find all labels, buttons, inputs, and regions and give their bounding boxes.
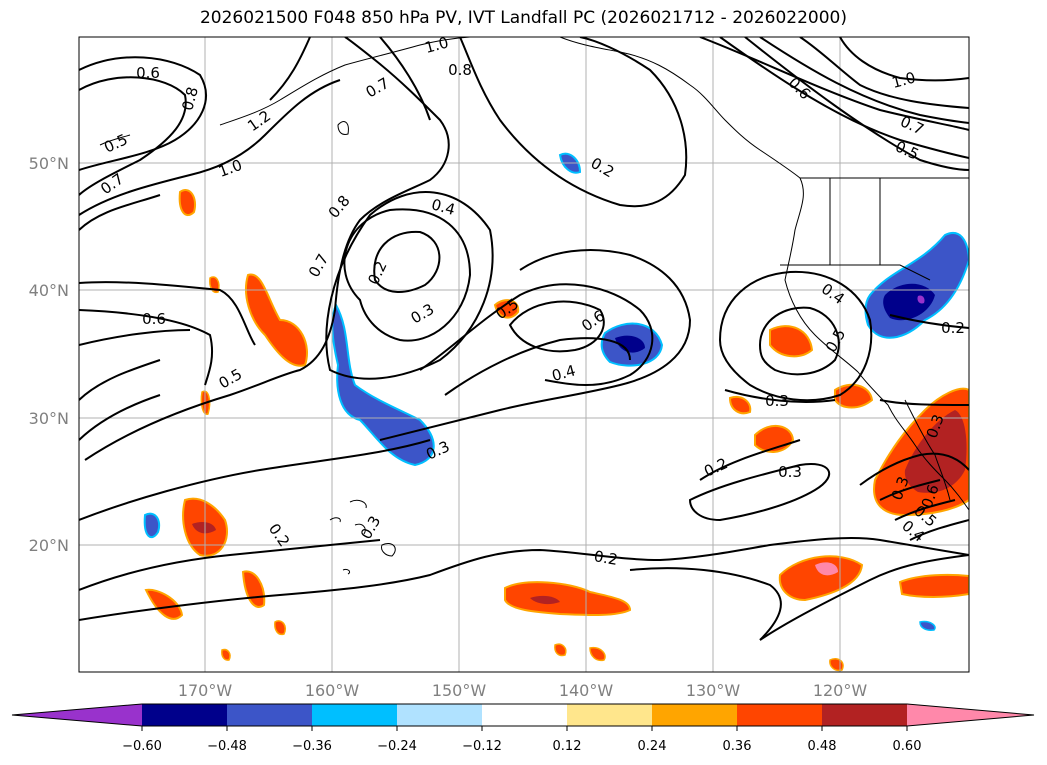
lat-label: 30°N (29, 409, 69, 428)
lat-label: 20°N (29, 536, 69, 555)
lon-label: 170°W (178, 681, 233, 700)
colorbar-segment (907, 704, 1034, 726)
colorbar-segment (227, 704, 312, 726)
contour-label: 0.4 (550, 361, 578, 385)
lon-label: 150°W (432, 681, 487, 700)
colorbar-tick-label: 0.60 (893, 739, 922, 754)
pv-contours (79, 37, 969, 641)
colorbar-tick-label: −0.24 (377, 739, 417, 754)
colorbar-tick-label: 0.36 (723, 739, 752, 754)
shade-orange-8 (493, 299, 520, 319)
lat-label: 40°N (29, 281, 69, 300)
shade-red-9 (530, 595, 560, 605)
colorbar: −0.60 −0.48 −0.36 −0.24 −0.12 0.12 0.24 … (11, 703, 1035, 754)
colorbar-segment (12, 704, 142, 726)
colorbar-tick-label: −0.60 (122, 739, 162, 754)
lon-label: 140°W (559, 681, 614, 700)
contour-label: 0.8 (178, 85, 202, 113)
contour-label: 0.3 (778, 463, 802, 481)
shade-blue-1 (331, 302, 435, 467)
shade-navy-3 (883, 283, 935, 321)
contour-label: 0.6 (142, 310, 166, 328)
colorbar-segment (482, 704, 567, 726)
map-plot-area: 0.6 0.8 1.2 1.0 0.5 0.7 1.0 0.8 0.7 0.6 … (79, 33, 969, 672)
contour-label: 0.6 (136, 64, 160, 82)
lat-axis: 50°N 40°N 30°N 20°N (29, 154, 69, 555)
page-title: 2026021500 F048 850 hPa PV, IVT Landfall… (199, 8, 847, 28)
lon-label: 130°W (686, 681, 741, 700)
colorbar-tick-marks (141, 726, 908, 731)
shade-orange-20 (274, 620, 287, 636)
shade-orange-2 (178, 189, 196, 217)
colorbar-segment (312, 704, 397, 726)
coastlines (99, 37, 969, 575)
colorbar-tick-label: 0.24 (638, 739, 667, 754)
shade-navy-2 (615, 335, 645, 353)
colorbar-tick-label: −0.12 (462, 739, 502, 754)
contour-label: 0.3 (765, 392, 789, 410)
shade-orange-1 (244, 273, 308, 367)
colorbar-tick-label: 0.12 (553, 739, 582, 754)
shade-blue-6 (919, 620, 936, 631)
shade-red-5 (192, 522, 216, 534)
lon-label: 120°W (813, 681, 868, 700)
lon-label: 160°W (305, 681, 360, 700)
contour-label: 0.2 (941, 319, 965, 337)
shade-orange-10 (769, 325, 814, 358)
shade-orange-12 (728, 396, 752, 415)
colorbar-segment (822, 704, 907, 726)
colorbar-segment (567, 704, 652, 726)
map-frame (78, 36, 970, 673)
contour-label: 0.8 (448, 61, 472, 79)
colorbar-segment (397, 704, 482, 726)
shade-red-14 (904, 410, 967, 493)
contour-label: 1.0 (423, 33, 451, 57)
negative-shading (143, 152, 969, 631)
colorbar-tick-label: −0.48 (207, 739, 247, 754)
shade-pink-15 (815, 562, 838, 576)
shade-orange-18 (589, 646, 606, 662)
shade-orange-17 (554, 643, 567, 657)
colorbar-tick-label: −0.36 (292, 739, 332, 754)
shade-orange-21 (221, 648, 231, 661)
shade-blue-4 (143, 512, 161, 539)
shade-orange-6 (241, 570, 266, 608)
colorbar-tick-label: 0.48 (808, 739, 837, 754)
colorbar-segment (737, 704, 822, 726)
lat-label: 50°N (29, 154, 69, 173)
contour-label: 0.4 (429, 195, 457, 219)
colorbar-segment (652, 704, 737, 726)
shade-purple-3 (917, 295, 925, 304)
lon-axis: 170°W 160°W 150°W 140°W 130°W 120°W (178, 681, 868, 700)
shade-orange-15 (778, 555, 864, 602)
shade-orange-16 (898, 573, 969, 598)
contour-label: 1.0 (890, 68, 918, 92)
shade-orange-9 (504, 581, 632, 617)
gridlines (79, 37, 969, 672)
contour-label: 0.2 (593, 547, 620, 569)
colorbar-segment (142, 704, 227, 726)
